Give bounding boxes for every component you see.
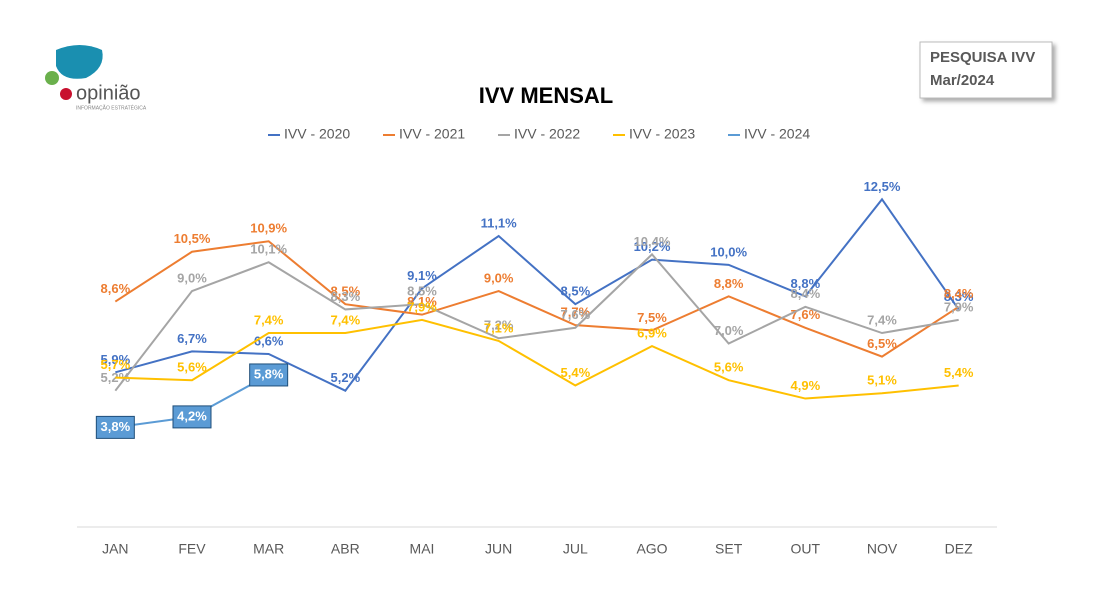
x-tick-label: MAI <box>410 541 435 557</box>
data-label: 5,7% <box>101 357 131 372</box>
data-label: 3,8% <box>101 419 131 434</box>
data-label-box <box>172 405 212 429</box>
chart-title: IVV MENSAL <box>479 83 613 108</box>
data-label: 8,4% <box>944 286 974 301</box>
data-label: 9,0% <box>177 271 207 286</box>
badge-box <box>919 41 1053 99</box>
data-label: 7,6% <box>561 307 591 322</box>
data-label: 7,5% <box>637 310 667 325</box>
data-label: 7,7% <box>561 305 591 320</box>
legend-label: IVV - 2023 <box>629 126 695 142</box>
series-line <box>115 197 960 392</box>
logo-tagline: INFORMAÇÃO ESTRATÉGICA <box>76 104 147 111</box>
data-label: 6,5% <box>867 336 897 351</box>
logo: opinião INFORMAÇÃO ESTRATÉGICA <box>45 45 147 111</box>
logo-dot <box>45 71 59 85</box>
data-label: 9,1% <box>407 268 437 283</box>
data-label: 8,5% <box>407 284 437 299</box>
data-label: 6,7% <box>177 331 207 346</box>
data-label: 10,4% <box>634 234 671 249</box>
data-label: 7,1% <box>484 320 514 335</box>
data-label: 7,9% <box>944 299 974 314</box>
data-label: 10,2% <box>634 239 671 254</box>
data-label: 8,6% <box>101 281 131 296</box>
logo-dot <box>60 88 72 100</box>
data-label: 5,4% <box>561 365 591 380</box>
x-tick-label: OUT <box>791 541 821 557</box>
data-label: 6,9% <box>637 326 667 341</box>
data-label: 8,8% <box>791 276 821 291</box>
data-label: 7,9% <box>407 299 437 314</box>
data-label: 7,4% <box>867 312 897 327</box>
data-label: 5,1% <box>867 373 897 388</box>
data-label: 10,1% <box>250 242 287 257</box>
data-label: 5,6% <box>177 360 207 375</box>
x-tick-label: NOV <box>867 541 898 557</box>
data-label: 4,2% <box>177 408 207 423</box>
legend-label: IVV - 2021 <box>399 126 465 142</box>
data-label: 7,2% <box>484 318 514 333</box>
x-tick-label: AGO <box>636 541 667 557</box>
data-label: 7,4% <box>331 312 361 327</box>
data-label: 6,6% <box>254 333 284 348</box>
data-label: 8,5% <box>331 284 361 299</box>
series-line <box>114 240 960 358</box>
x-tick-label: JUL <box>563 541 588 557</box>
data-label-box <box>249 363 289 387</box>
legend-label: IVV - 2020 <box>284 126 350 142</box>
x-tick-label: SET <box>715 541 743 557</box>
data-label: 5,2% <box>331 370 361 385</box>
data-label: 8,3% <box>331 289 361 304</box>
data-label: 8,4% <box>791 286 821 301</box>
logo-name: opinião <box>76 82 141 104</box>
data-label: 5,4% <box>944 365 974 380</box>
data-label: 4,9% <box>791 378 821 393</box>
legend-label: IVV - 2022 <box>514 126 580 142</box>
badge-line: Mar/2024 <box>930 72 995 89</box>
legend-label: IVV - 2024 <box>744 126 810 142</box>
data-label: 7,4% <box>254 312 284 327</box>
badge-line: PESQUISA IVV <box>930 49 1035 66</box>
x-tick-label: DEZ <box>945 541 973 557</box>
x-tick-label: JAN <box>102 541 128 557</box>
data-label: 9,0% <box>484 271 514 286</box>
data-label: 7,0% <box>714 323 744 338</box>
data-label: 10,9% <box>250 221 287 236</box>
data-label-box <box>95 415 135 439</box>
logo-shape <box>56 45 103 79</box>
data-label: 12,5% <box>864 179 901 194</box>
data-label: 11,1% <box>481 215 518 230</box>
x-tick-label: ABR <box>331 541 360 557</box>
data-label: 5,8% <box>254 366 284 381</box>
x-tick-label: JUN <box>485 541 512 557</box>
series-line <box>114 252 959 392</box>
data-label: 10,5% <box>174 231 211 246</box>
data-label: 5,6% <box>714 360 744 375</box>
x-tick-label: FEV <box>178 541 206 557</box>
x-tick-label: MAR <box>253 541 284 557</box>
data-label: 8,8% <box>714 276 744 291</box>
data-label: 8,5% <box>561 284 591 299</box>
series-line <box>115 318 959 400</box>
data-label: 10,0% <box>710 244 747 259</box>
data-label: 5,9% <box>101 352 131 367</box>
data-label: 8,3% <box>944 289 974 304</box>
